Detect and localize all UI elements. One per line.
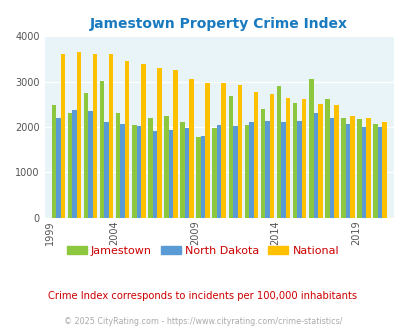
Bar	[281, 122, 285, 218]
Bar	[285, 98, 290, 218]
Bar	[308, 79, 313, 218]
Bar	[51, 105, 56, 218]
Bar	[249, 122, 253, 218]
Bar	[301, 99, 306, 218]
Bar	[356, 119, 361, 218]
Bar	[221, 83, 226, 218]
Bar	[132, 125, 136, 218]
Bar	[152, 131, 157, 218]
Bar	[157, 68, 161, 218]
Bar	[377, 127, 382, 218]
Bar	[168, 130, 173, 218]
Bar	[237, 85, 241, 218]
Bar	[216, 125, 221, 218]
Bar	[276, 86, 281, 218]
Bar	[109, 54, 113, 218]
Bar	[253, 92, 258, 218]
Bar	[313, 113, 317, 218]
Bar	[365, 118, 370, 218]
Bar	[196, 137, 200, 218]
Bar	[56, 118, 60, 218]
Bar	[83, 93, 88, 218]
Bar	[189, 79, 193, 218]
Bar	[232, 126, 237, 218]
Bar	[324, 99, 329, 218]
Title: Jamestown Property Crime Index: Jamestown Property Crime Index	[90, 17, 347, 31]
Bar	[260, 109, 264, 218]
Bar	[317, 104, 322, 218]
Bar	[205, 82, 209, 218]
Bar	[120, 124, 125, 218]
Bar	[212, 128, 216, 218]
Bar	[292, 104, 297, 218]
Bar	[361, 127, 365, 218]
Bar	[329, 118, 333, 218]
Bar	[100, 81, 104, 218]
Bar	[125, 61, 129, 218]
Bar	[228, 96, 232, 218]
Bar	[264, 121, 269, 218]
Bar	[382, 122, 386, 218]
Bar	[60, 53, 65, 218]
Bar	[173, 70, 177, 218]
Bar	[333, 105, 338, 218]
Bar	[345, 124, 350, 218]
Bar	[77, 52, 81, 218]
Bar	[88, 111, 92, 218]
Bar	[184, 128, 189, 218]
Bar	[340, 117, 345, 218]
Bar	[136, 126, 141, 218]
Bar	[244, 125, 249, 218]
Bar	[92, 53, 97, 218]
Bar	[68, 113, 72, 218]
Bar	[200, 136, 205, 218]
Bar	[104, 122, 109, 218]
Text: © 2025 CityRating.com - https://www.cityrating.com/crime-statistics/: © 2025 CityRating.com - https://www.city…	[64, 317, 341, 326]
Bar	[72, 110, 77, 218]
Bar	[373, 124, 377, 218]
Bar	[148, 117, 152, 218]
Legend: Jamestown, North Dakota, National: Jamestown, North Dakota, National	[62, 241, 343, 260]
Bar	[164, 116, 168, 218]
Bar	[269, 94, 274, 218]
Bar	[297, 121, 301, 218]
Bar	[180, 122, 184, 218]
Bar	[141, 64, 145, 218]
Text: Crime Index corresponds to incidents per 100,000 inhabitants: Crime Index corresponds to incidents per…	[48, 291, 357, 301]
Bar	[350, 116, 354, 218]
Bar	[116, 113, 120, 218]
